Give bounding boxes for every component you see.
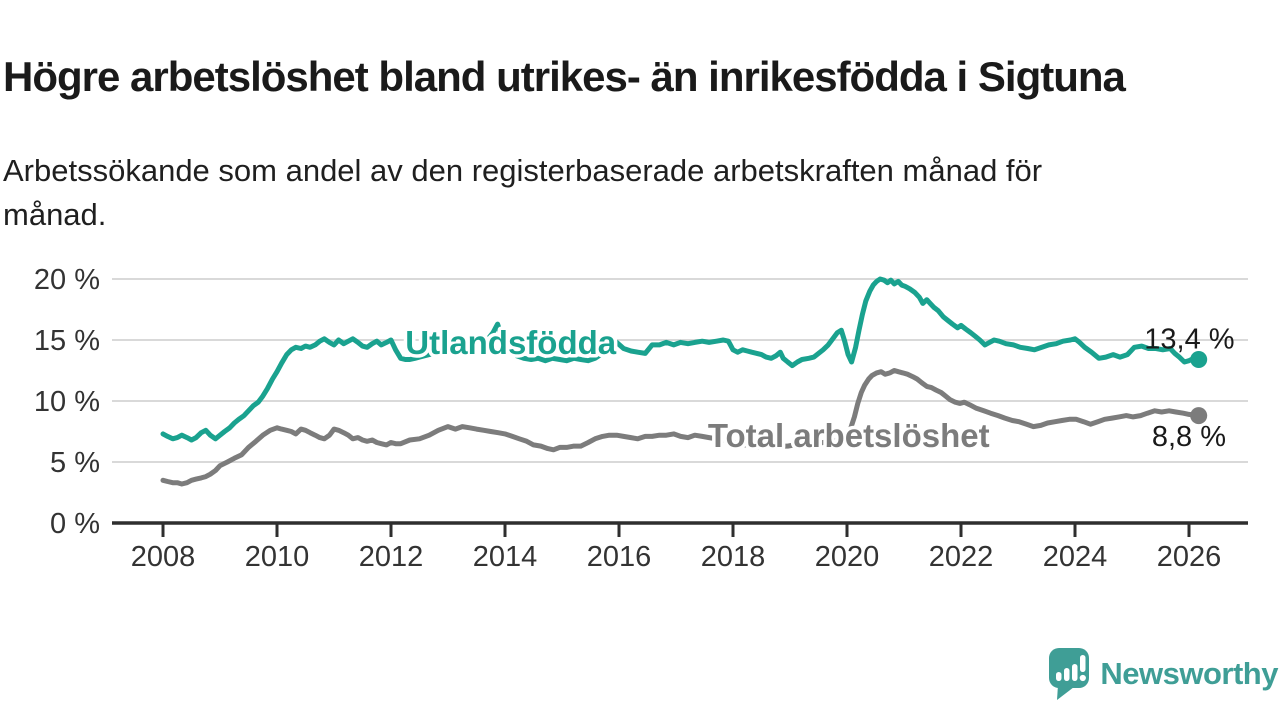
x-tick-label: 2018 bbox=[701, 541, 766, 573]
x-tick-label: 2014 bbox=[473, 541, 538, 573]
x-tick-label: 2008 bbox=[131, 541, 196, 573]
series-value-label: 8,8 % bbox=[1152, 421, 1226, 453]
x-tick-label: 2012 bbox=[359, 541, 424, 573]
series-name-label: Total arbetslöshet bbox=[708, 417, 990, 454]
series-line bbox=[160, 276, 1202, 443]
newsworthy-logo-text: Newsworthy bbox=[1100, 656, 1278, 691]
y-tick-label: 0 % bbox=[50, 508, 100, 540]
x-tick-label: 2016 bbox=[587, 541, 652, 573]
chart-title: Högre arbetslöshet bland utrikes- än inr… bbox=[3, 53, 1126, 101]
chart-subtitle: Arbetssökande som andel av den registerb… bbox=[3, 149, 1042, 237]
series-name-label: Utlandsfödda bbox=[405, 324, 616, 361]
y-tick-label: 10 % bbox=[34, 386, 100, 418]
series-end-dot bbox=[1190, 351, 1208, 369]
y-tick-label: 5 % bbox=[50, 447, 100, 479]
chart-subtitle-line-1: Arbetssökande som andel av den registerb… bbox=[3, 153, 1043, 188]
series-line bbox=[160, 368, 1202, 487]
y-tick-label: 20 % bbox=[34, 264, 100, 296]
series-value-label: 13,4 % bbox=[1144, 324, 1234, 356]
x-tick-label: 2024 bbox=[1043, 541, 1108, 573]
x-tick-label: 2010 bbox=[245, 541, 310, 573]
newsworthy-logo: Newsworthy bbox=[1047, 646, 1278, 702]
x-tick-label: 2022 bbox=[929, 541, 994, 573]
series-end-dot bbox=[1190, 407, 1208, 425]
y-tick-label: 15 % bbox=[34, 325, 100, 357]
x-tick-label: 2020 bbox=[815, 541, 880, 573]
x-tick-label: 2026 bbox=[1157, 541, 1222, 573]
chart-subtitle-line-2: månad. bbox=[3, 197, 107, 232]
newsworthy-logo-icon bbox=[1049, 648, 1090, 700]
